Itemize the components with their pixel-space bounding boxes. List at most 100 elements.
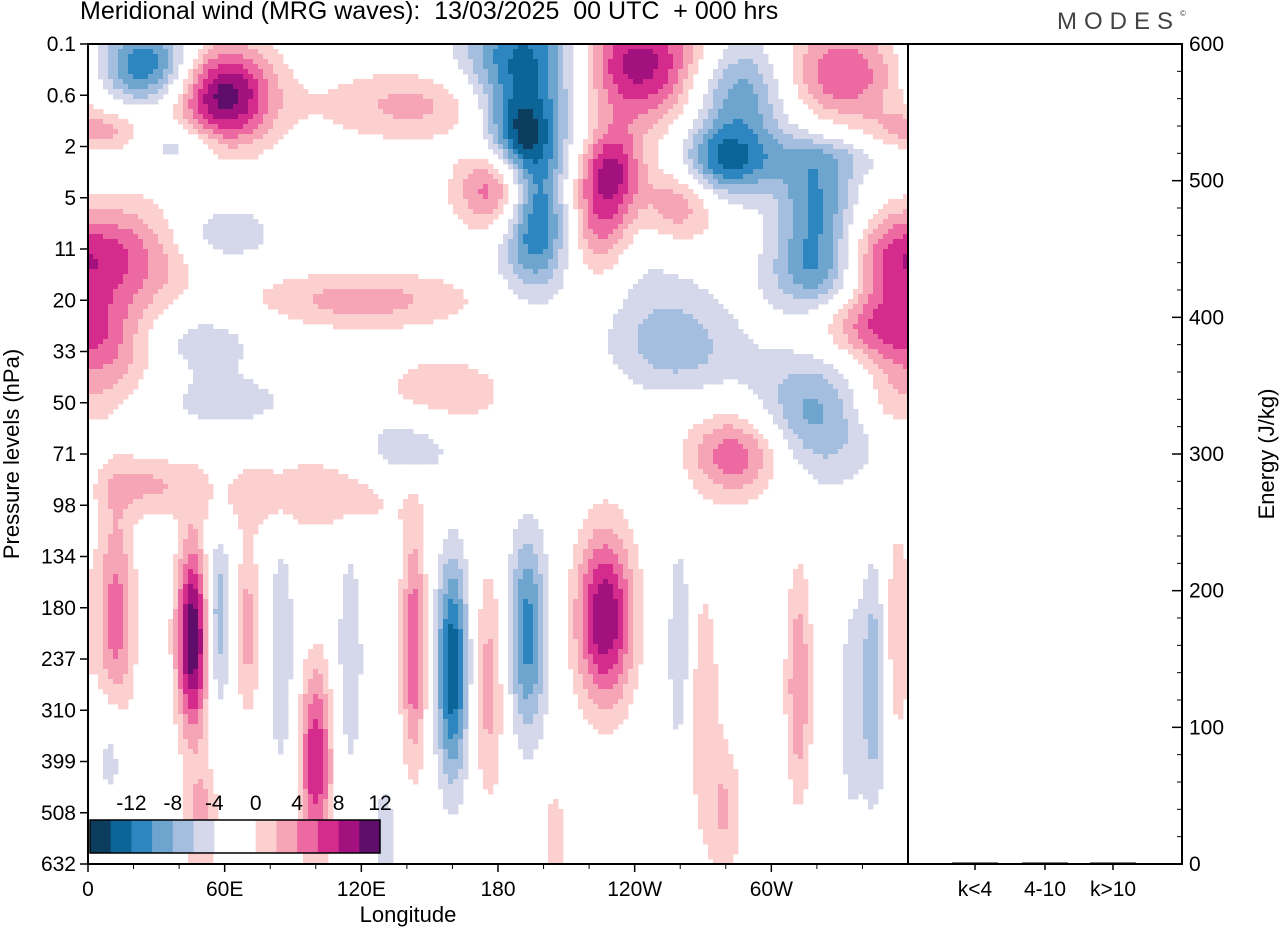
heat-cell (493, 139, 499, 145)
heat-cell (113, 84, 119, 90)
heat-cell (103, 234, 109, 240)
heat-cell (563, 254, 569, 260)
heat-cell (273, 89, 279, 95)
heat-cell (698, 119, 704, 125)
heat-cell (393, 99, 399, 105)
heat-cell (383, 129, 389, 135)
heat-cell (598, 74, 604, 80)
heat-cell (593, 84, 599, 90)
heat-cell (818, 229, 824, 235)
heat-cell (498, 244, 504, 250)
heat-cell (123, 74, 129, 80)
heat-cell (753, 189, 759, 195)
heat-cell (853, 184, 859, 190)
heat-cell (878, 54, 884, 60)
heat-cell (173, 64, 179, 70)
heat-cell (453, 104, 459, 110)
heat-cell (288, 94, 294, 100)
heat-cell (798, 54, 804, 60)
heat-cell (128, 284, 134, 290)
heat-cell (108, 279, 114, 285)
heat-cell (703, 174, 709, 180)
heat-cell (403, 129, 409, 135)
heat-cell (673, 54, 679, 60)
heat-cell (328, 279, 334, 285)
heat-cell (653, 49, 659, 55)
heat-cell (228, 144, 234, 150)
heat-cell (118, 284, 124, 290)
heat-cell (878, 284, 884, 290)
heat-cell (593, 184, 599, 190)
heat-cell (833, 224, 839, 230)
heat-cell (858, 94, 864, 100)
heat-cell (508, 219, 514, 225)
heat-cell (583, 154, 589, 160)
heat-cell (608, 99, 614, 105)
heat-cell (628, 144, 634, 150)
heat-cell (858, 264, 864, 270)
heat-cell (753, 89, 759, 95)
heat-cell (508, 94, 514, 100)
heat-cell (243, 239, 249, 245)
heat-cell (688, 144, 694, 150)
heat-cell (103, 134, 109, 140)
heat-cell (698, 199, 704, 205)
heat-cell (598, 254, 604, 260)
heat-cell (593, 159, 599, 165)
heat-cell (808, 239, 814, 245)
heat-cell (758, 169, 764, 175)
heat-cell (803, 179, 809, 185)
heat-cell (728, 174, 734, 180)
heat-cell (248, 69, 254, 75)
heat-cell (623, 114, 629, 120)
heat-cell (123, 139, 129, 145)
heat-cell (533, 239, 539, 245)
heat-cell (893, 264, 899, 270)
heat-cell (513, 119, 519, 125)
heat-cell (98, 49, 104, 55)
heat-cell (533, 199, 539, 205)
heat-cell (618, 229, 624, 235)
heat-cell (598, 99, 604, 105)
heat-cell (568, 119, 574, 125)
heat-cell (578, 199, 584, 205)
heat-cell (588, 169, 594, 175)
heat-cell (628, 174, 634, 180)
heat-cell (818, 249, 824, 255)
heat-cell (663, 99, 669, 105)
heat-cell (703, 139, 709, 145)
heat-cell (713, 84, 719, 90)
heat-cell (123, 49, 129, 55)
heat-cell (733, 99, 739, 105)
heat-cell (658, 64, 664, 70)
heat-cell (818, 49, 824, 55)
heat-cell (123, 209, 129, 215)
heat-cell (133, 79, 139, 85)
heat-cell (838, 164, 844, 170)
heat-cell (713, 119, 719, 125)
heat-cell (448, 194, 454, 200)
heat-cell (473, 179, 479, 185)
heat-cell (793, 264, 799, 270)
heat-cell (208, 79, 214, 85)
heat-cell (523, 234, 529, 240)
heat-cell (493, 129, 499, 135)
heat-cell (603, 219, 609, 225)
heat-cell (848, 194, 854, 200)
heat-cell (708, 124, 714, 130)
heat-cell (803, 184, 809, 190)
heat-cell (843, 249, 849, 255)
heat-cell (283, 124, 289, 130)
heat-cell (683, 64, 689, 70)
heat-cell (858, 279, 864, 285)
heat-cell (893, 229, 899, 235)
heat-cell (158, 264, 164, 270)
heat-cell (233, 249, 239, 255)
heat-cell (268, 99, 274, 105)
heat-cell (328, 294, 334, 300)
heat-cell (608, 104, 614, 110)
heat-cell (743, 184, 749, 190)
heat-cell (553, 169, 559, 175)
heat-cell (543, 99, 549, 105)
heat-cell (478, 49, 484, 55)
